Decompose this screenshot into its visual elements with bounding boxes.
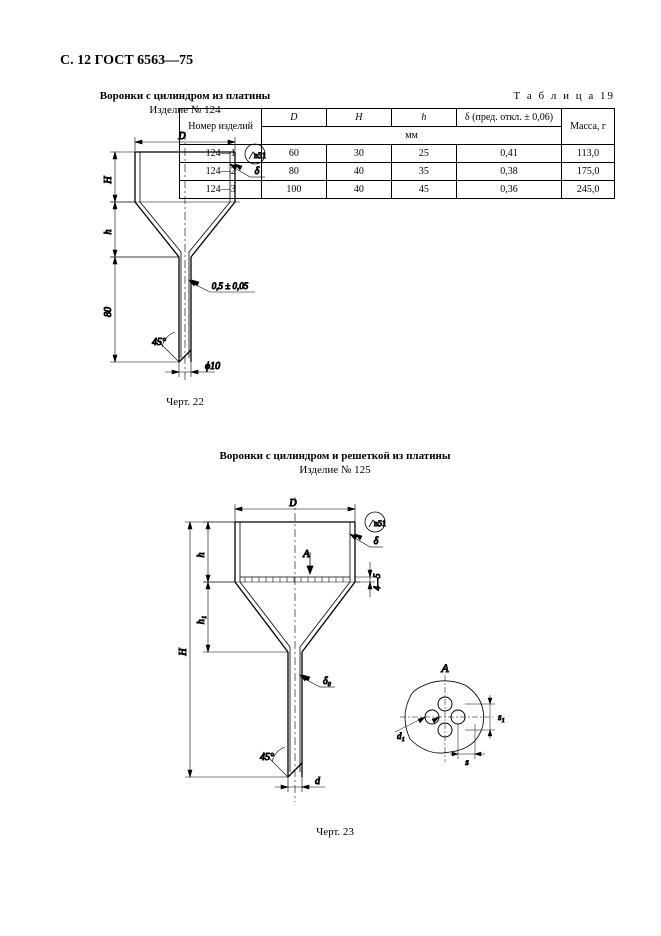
figure-23-caption: Черт. 23 [135, 826, 535, 838]
th-nomer: Номер изделий [180, 109, 262, 145]
table-row: 124—3 100 40 45 0,36 245,0 [180, 181, 615, 199]
figure-23-drawing: D h [135, 482, 535, 822]
dim-h1: h₁ [196, 616, 207, 624]
table-19: Номер изделий D H h δ (пред. откл. ± 0,0… [179, 108, 615, 199]
dim-s: s [465, 757, 469, 767]
dim-d1: d₁ [397, 731, 405, 741]
th-mm: мм [261, 127, 561, 145]
dim-delta0: δ₀ [323, 676, 332, 687]
dim-angle-2: 45° [260, 752, 274, 763]
th-h: h [391, 109, 456, 127]
dim-H-2: H [178, 648, 189, 657]
dim-d: d [315, 776, 321, 787]
dim-80: 80 [103, 307, 114, 317]
page-header: С. 12 ГОСТ 6563—75 [60, 53, 193, 69]
th-H: H [326, 109, 391, 127]
figure-23-block: Воронки с цилиндром и решеткой из платин… [135, 450, 535, 838]
detail-A-label: A [440, 661, 449, 675]
dim-s1: s₁ [498, 712, 505, 722]
th-mass: Масса, г [562, 109, 615, 145]
dim-finish-2: n51 [374, 519, 386, 528]
figure-22-title: Воронки с цилиндром из платины [55, 90, 315, 102]
dim-angle: 45° [152, 337, 166, 348]
dim-H: H [103, 176, 114, 185]
dim-D-2: D [288, 498, 297, 509]
dim-wall: 0,5 ± 0,05 [212, 281, 249, 291]
th-delta: δ (пред. откл. ± 0,06) [456, 109, 561, 127]
dim-h-2: h [196, 553, 207, 558]
table-row: 124—2 80 40 35 0,38 175,0 [180, 163, 615, 181]
table-19-label: Т а б л и ц а 19 [513, 90, 615, 102]
dim-h: h [103, 230, 114, 235]
dim-stem: ϕ10 [205, 361, 220, 372]
dim-delta-2: δ [374, 536, 379, 547]
dim-grid: 4—5 [372, 573, 382, 591]
figure-23-title: Воронки с цилиндром и решеткой из платин… [135, 450, 535, 462]
section-2: Воронки с цилиндром и решеткой из платин… [55, 450, 615, 838]
th-D: D [261, 109, 326, 127]
figure-22-caption: Черт. 22 [55, 396, 315, 408]
table-row: 124—1 60 30 25 0,41 113,0 [180, 145, 615, 163]
figure-23-subtitle: Изделие № 125 [135, 464, 535, 476]
page: С. 12 ГОСТ 6563—75 Воронки с цилиндром и… [0, 0, 661, 936]
label-A: A [302, 548, 310, 560]
